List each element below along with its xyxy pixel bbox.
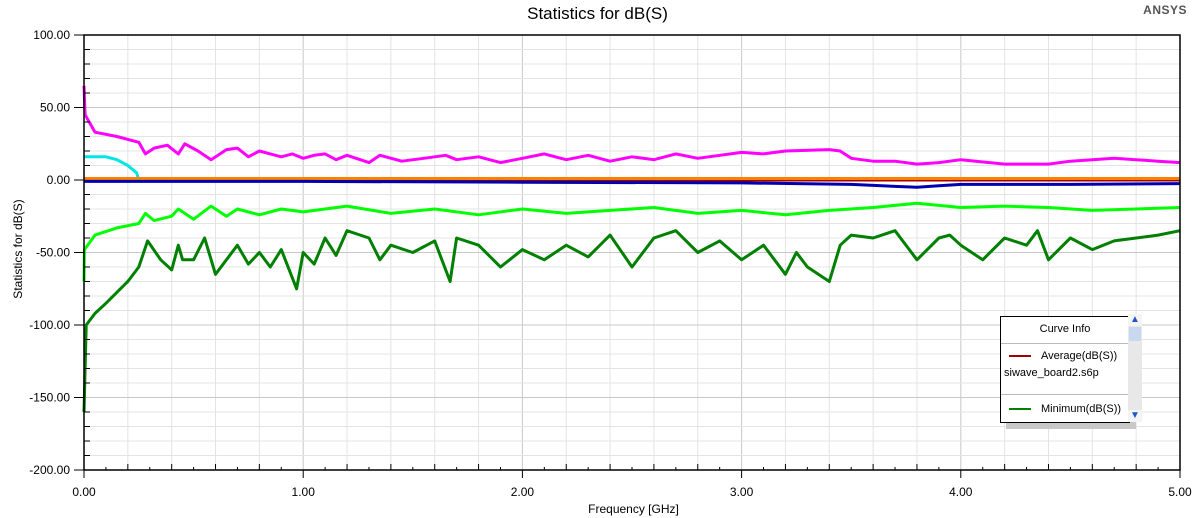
- axis-ticks: 100.00 50.00 0.00 -50.00 -100.00 -150.00 -200.…: [29, 28, 1192, 499]
- grid: [84, 35, 1180, 470]
- average-swatch-icon: [1009, 355, 1031, 357]
- legend-label: Minimum(dB(S)): [1041, 403, 1122, 415]
- minimum-swatch-icon: [1009, 408, 1031, 410]
- chart-title: Statistics for dB(S): [527, 4, 668, 23]
- curve-line: [82, 85, 1181, 166]
- x-axis-label: Frequency [GHz]: [588, 502, 679, 516]
- curve-info-legend[interactable]: Curve Info Average(dB(S)) siwave_board2.…: [1000, 316, 1130, 423]
- brand-logo: ANSYS: [1143, 3, 1187, 17]
- y-tick-label: 50.00: [40, 101, 70, 115]
- x-tick-label: 5.00: [1168, 485, 1192, 499]
- scroll-up-icon[interactable]: ▲: [1128, 314, 1142, 326]
- curve-line: [84, 155, 1180, 182]
- legend-item-average[interactable]: Average(dB(S)): [1001, 348, 1129, 364]
- x-tick-label: 4.00: [949, 485, 973, 499]
- scroll-thumb[interactable]: [1129, 327, 1141, 341]
- legend-divider: [1001, 394, 1129, 395]
- scroll-down-icon[interactable]: ▼: [1128, 410, 1142, 422]
- y-tick-label: -200.00: [29, 463, 70, 477]
- legend-scrollbar[interactable]: ▲ ▼: [1128, 314, 1142, 422]
- legend-file: siwave_board2.s6p: [1004, 367, 1099, 379]
- curves: [82, 85, 1181, 413]
- x-tick-label: 2.00: [511, 485, 535, 499]
- x-tick-label: 0.00: [72, 485, 96, 499]
- y-tick-label: -50.00: [36, 246, 70, 260]
- y-tick-label: 0.00: [47, 173, 71, 187]
- y-tick-label: 100.00: [33, 28, 70, 42]
- curve-line: [84, 179, 1181, 189]
- y-tick-label: -100.00: [29, 318, 70, 332]
- legend-item-minimum[interactable]: Minimum(dB(S)): [1001, 401, 1129, 417]
- legend-header: Curve Info: [1001, 317, 1129, 344]
- y-tick-label: -150.00: [29, 391, 70, 405]
- legend-label: Average(dB(S)): [1041, 350, 1118, 362]
- x-tick-label: 3.00: [730, 485, 754, 499]
- curve-line: [82, 201, 1181, 282]
- curve-line: [82, 229, 1181, 413]
- x-tick-label: 1.00: [292, 485, 316, 499]
